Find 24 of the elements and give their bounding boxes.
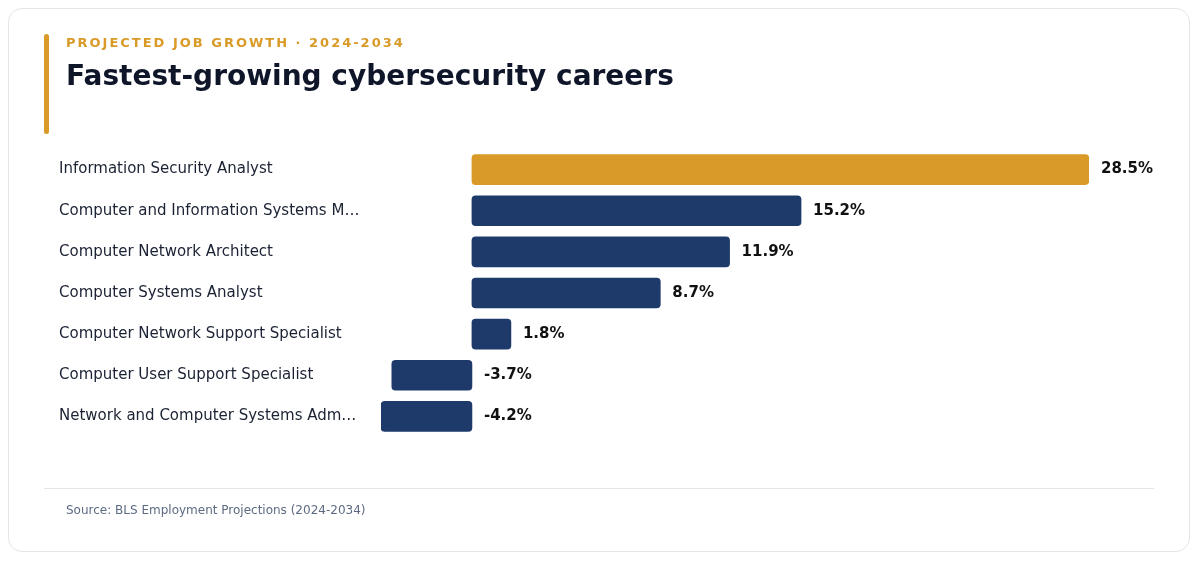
y-tick-label: Information Security Analyst bbox=[59, 159, 273, 178]
data-label: 15.2% bbox=[813, 200, 866, 219]
data-label: 11.9% bbox=[741, 241, 794, 260]
bar bbox=[471, 318, 512, 350]
y-tick-label: Network and Computer Systems Adm… bbox=[59, 406, 357, 425]
bar bbox=[391, 359, 473, 391]
bar bbox=[471, 154, 1089, 185]
bar bbox=[381, 401, 473, 432]
data-label: -3.7% bbox=[483, 365, 532, 384]
data-label: 1.8% bbox=[522, 324, 565, 343]
y-tick-label: Computer Network Support Specialist bbox=[59, 324, 342, 343]
bar bbox=[471, 195, 802, 227]
data-label: -4.2% bbox=[483, 406, 532, 425]
source-note: Source: BLS Employment Projections (2024-2034) bbox=[66, 503, 366, 517]
data-label: 28.5% bbox=[1101, 159, 1154, 178]
bar bbox=[471, 236, 730, 268]
y-tick-label: Computer Network Architect bbox=[59, 241, 274, 260]
text: PROJECTED JOB GROWTH · 2024-2034 bbox=[66, 35, 405, 50]
y-tick-label: Computer User Support Specialist bbox=[59, 365, 314, 384]
bar bbox=[471, 277, 661, 309]
y-tick-label: Computer and Information Systems M… bbox=[59, 200, 360, 219]
data-label: 8.7% bbox=[672, 282, 714, 301]
y-tick-label: Computer Systems Analyst bbox=[59, 282, 263, 301]
chart-title: Fastest-growing cybersecurity careers bbox=[66, 59, 674, 92]
